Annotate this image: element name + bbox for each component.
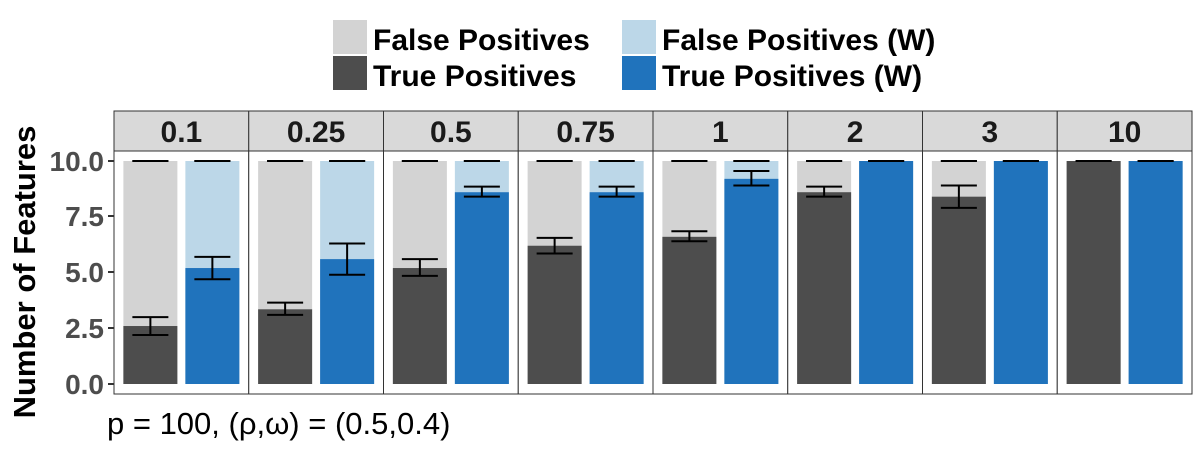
facet-strip-label: 0.75	[556, 116, 614, 149]
y-tick-label: 10.0	[50, 146, 105, 177]
legend-swatch-false-positives-w	[622, 20, 656, 54]
y-tick-label: 5.0	[65, 257, 104, 288]
bar-true-positives-w	[454, 192, 509, 384]
bar-true-positives-w	[320, 259, 375, 384]
legend-label-true-positives-w: True Positives (W)	[662, 60, 922, 93]
y-axis: 0.0 2.5 5.0 7.5 10.0	[50, 146, 114, 400]
y-tick-label: 0.0	[65, 369, 104, 400]
bar-true-positives	[258, 309, 313, 384]
facet-strip	[787, 110, 923, 152]
bar-true-positives	[392, 268, 447, 384]
facet-10: 10	[1056, 110, 1193, 395]
bar-true-positives	[527, 245, 582, 384]
facet-panels: 0.1 0.25 0.5 0.75 1 2 3 10	[113, 110, 1193, 395]
facet-strip	[517, 110, 654, 152]
facet-strip-label: 0.5	[430, 116, 472, 149]
y-tick-label: 2.5	[65, 313, 104, 344]
bar-true-positives-w	[1128, 161, 1183, 384]
facet-3: 3	[922, 110, 1058, 395]
facet-strip	[383, 110, 519, 152]
bar-true-positives	[797, 192, 852, 384]
bar-true-positives	[1066, 161, 1121, 384]
bar-true-positives-w	[185, 268, 240, 384]
facet-strip-label: 2	[847, 116, 864, 149]
bar-true-positives-w	[859, 161, 914, 384]
bar-true-positives-w	[589, 192, 644, 384]
facet-strip-label: 0.1	[161, 116, 203, 149]
legend-label-false-positives: False Positives	[373, 24, 590, 57]
facet-strip	[248, 110, 384, 152]
legend: False Positives False Positives (W) True…	[333, 20, 935, 93]
facet-0.75: 0.75	[517, 110, 654, 395]
facet-0.5: 0.5	[383, 110, 519, 395]
y-tick-label: 7.5	[65, 201, 104, 232]
legend-swatch-true-positives	[333, 56, 367, 90]
bar-true-positives	[662, 236, 717, 384]
bar-true-positives	[931, 196, 986, 384]
legend-label-false-positives-w: False Positives (W)	[662, 24, 935, 57]
facet-strip	[113, 110, 250, 152]
facet-0.25: 0.25	[248, 110, 384, 395]
bar-true-positives-w	[993, 161, 1048, 384]
y-axis-label: Number of Features	[7, 126, 42, 419]
facet-2: 2	[787, 110, 923, 395]
caption: p = 100, (ρ,ω) = (0.5,0.4)	[107, 406, 450, 441]
facet-strip	[1056, 110, 1193, 152]
legend-swatch-true-positives-w	[622, 56, 656, 90]
legend-label-true-positives: True Positives	[373, 60, 576, 93]
facet-strip-label: 10	[1108, 116, 1141, 149]
facet-strip-label: 3	[982, 116, 999, 149]
facet-1: 1	[652, 110, 789, 395]
legend-swatch-false-positives	[333, 20, 367, 54]
bar-true-positives-w	[724, 178, 779, 384]
facet-strip-label: 0.25	[287, 116, 345, 149]
facet-strip-label: 1	[712, 116, 729, 149]
facet-0.1: 0.1	[113, 110, 250, 395]
